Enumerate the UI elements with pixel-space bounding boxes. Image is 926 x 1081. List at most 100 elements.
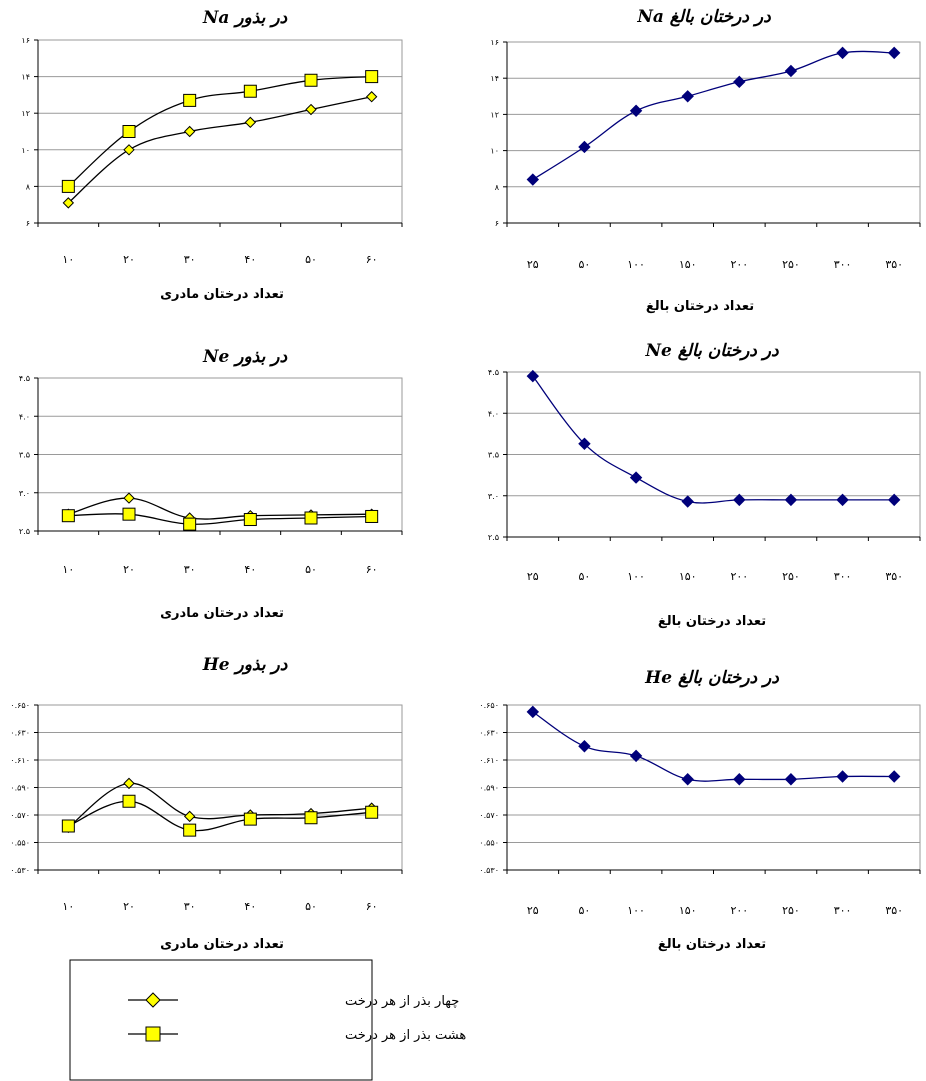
data-point-diamond — [836, 770, 849, 783]
data-point-diamond — [526, 173, 540, 186]
y-tick-label: ۱۴ — [21, 73, 30, 82]
x-tick-label: ۲۰۰ — [730, 904, 748, 917]
data-point-diamond — [123, 777, 135, 790]
y-tick-label: ۱۶ — [490, 38, 499, 47]
data-point-diamond — [62, 197, 75, 209]
data-point-square — [304, 511, 318, 525]
data-point-square — [243, 84, 257, 98]
data-point-diamond — [578, 437, 591, 450]
y-tick-label: ۳.۵ — [488, 451, 499, 460]
chart-ne-adult: در درختان بالغ Ne ۲.۵ ۳.۰ ۳.۵ ۴.۰ ۴.۵ ۲۵ ۵۰ ۱۰۰ ۱… — [488, 341, 921, 629]
y-tick-label: ۶ — [26, 219, 30, 228]
x-tick-label: ۴۰ — [244, 563, 256, 576]
x-tick-label: ۵۰ — [579, 258, 591, 271]
data-point-diamond — [733, 773, 746, 786]
data-point-diamond — [733, 493, 746, 507]
x-tick-label: ۳۰۰ — [834, 904, 852, 917]
chart-title: در بذور Na — [202, 8, 288, 28]
y-tick-label: ۰.۶۱۰ — [479, 756, 499, 765]
data-point-diamond — [836, 493, 849, 507]
data-point-diamond — [526, 705, 540, 719]
x-tick-label: ۳۰۰ — [834, 570, 852, 583]
x-axis-label: تعداد درختان بالغ — [658, 614, 766, 629]
y-tick-label: ۸ — [26, 182, 31, 191]
x-tick-label: ۲۰۰ — [730, 258, 748, 271]
data-point-diamond — [733, 75, 746, 89]
y-tick-label: ۰.۵۵۰ — [479, 839, 499, 848]
x-tick-label: ۱۰۰ — [627, 258, 645, 271]
legend-label-four-seeds: چهار بذر از هر درخت — [345, 994, 459, 1009]
y-tick-label: ۱۴ — [490, 74, 499, 83]
y-tick-label: ۰.۶۱۰ — [10, 756, 30, 765]
data-point-square — [304, 811, 318, 825]
legend-square-marker — [145, 1026, 161, 1042]
x-tick-label: ۱۵۰ — [679, 904, 697, 917]
chart-title: در درختان بالغ He — [644, 668, 779, 688]
chart-title: در درختان بالغ Ne — [644, 341, 779, 361]
x-tick-label: ۵۰ — [305, 253, 317, 266]
data-point-diamond — [183, 810, 196, 823]
y-tick-label: ۴.۵ — [19, 374, 30, 383]
x-axis-label: تعداد درختان بالغ — [658, 937, 766, 952]
y-tick-label: ۱۲ — [490, 110, 499, 119]
x-tick-label: ۳۵۰ — [885, 570, 903, 583]
data-point-diamond — [526, 369, 540, 383]
legend-frame — [69, 959, 373, 1081]
y-tick-label: ۰.۵۵۰ — [10, 839, 30, 848]
y-tick-label: ۰.۵۹۰ — [479, 784, 499, 793]
y-tick-label: ۲.۵ — [19, 527, 30, 536]
chart-title: در بذور He — [202, 655, 288, 675]
chart-title: در بذور Ne — [202, 347, 287, 367]
y-tick-label: ۰.۵۷۰ — [10, 811, 30, 820]
data-point-diamond — [578, 140, 591, 154]
y-tick-label: ۳.۰ — [19, 489, 30, 498]
data-point-diamond — [123, 144, 135, 156]
x-axis-label: تعداد درختان مادری — [160, 287, 284, 302]
y-tick-label: ۴.۰ — [19, 412, 30, 421]
x-axis-label: تعداد درختان بالغ — [646, 299, 754, 314]
chart-he-adult: در درختان بالغ He ۰.۵۳۰ ۰.۵۵۰ ۰.۵۷۰ ۰.۵۹۰ ۰.۶… — [479, 668, 921, 952]
x-tick-label: ۵۰ — [579, 570, 591, 583]
x-tick-label: ۱۰ — [62, 253, 74, 266]
x-tick-label: ۳۰۰ — [834, 258, 852, 271]
x-tick-label: ۴۰ — [244, 253, 256, 266]
y-tick-label: ۰.۵۳۰ — [479, 866, 499, 875]
y-tick-label: ۲.۵ — [488, 533, 499, 542]
y-tick-label: ۰.۶۳۰ — [479, 729, 499, 738]
data-point-square — [122, 794, 136, 808]
x-axis-label: تعداد درختان مادری — [160, 606, 284, 621]
data-point-square — [122, 125, 136, 138]
x-tick-label: ۵۰ — [305, 563, 317, 576]
data-point-diamond — [629, 749, 643, 763]
data-point-diamond — [629, 104, 643, 117]
data-point-diamond — [836, 46, 849, 60]
data-point-diamond — [305, 103, 317, 116]
y-tick-label: ۰.۶۵۰ — [10, 701, 30, 710]
x-tick-label: ۱۵۰ — [679, 258, 697, 271]
y-tick-label: ۰.۵۷۰ — [479, 811, 499, 820]
x-tick-label: ۶۰ — [366, 563, 378, 576]
legend-label-eight-seeds: هشت بذر از هر درخت — [345, 1028, 466, 1043]
data-point-diamond — [578, 740, 591, 753]
y-tick-label: ۰.۶۵۰ — [479, 701, 499, 710]
y-tick-label: ۰.۶۳۰ — [10, 729, 30, 738]
x-tick-label: ۲۵۰ — [782, 570, 800, 583]
data-point-diamond — [244, 116, 257, 129]
data-point-diamond — [784, 493, 798, 507]
y-tick-label: ۱۰ — [490, 147, 499, 156]
chart-na-adult: در درختان بالغ Na ۶ ۸ ۱۰ ۱۲ ۱۴ ۱۶ ۲۵ ۵۰ ۱۰۰ ۱۵۰ ۲۰۰… — [490, 7, 921, 314]
y-tick-label: ۰.۵۳۰ — [10, 866, 30, 875]
chart-na-seeds: در بذور Na ۶ ۸ ۱۰ ۱۲ ۱۴ ۱۶ ۱۰ ۲۰ ۳۰ ۴۰ ۵۰ ۶۰ تعداد در… — [21, 8, 403, 302]
y-tick-label: ۸ — [495, 183, 500, 192]
data-point-square — [183, 93, 197, 107]
data-point-diamond — [123, 492, 135, 504]
data-point-square — [183, 517, 197, 531]
x-tick-label: ۶۰ — [366, 253, 378, 266]
data-point-square — [365, 70, 379, 84]
x-tick-label: ۲۰ — [123, 253, 135, 266]
x-tick-label: ۳۰ — [184, 253, 196, 266]
y-tick-label: ۱۶ — [21, 36, 30, 45]
y-tick-label: ۴.۰ — [488, 409, 499, 418]
chart-he-seeds: در بذور He ۰.۵۳۰ ۰.۵۵۰ ۰.۵۷۰ ۰.۵۹۰ ۰.۶۱۰ ۰.۶۳۰… — [10, 655, 403, 952]
